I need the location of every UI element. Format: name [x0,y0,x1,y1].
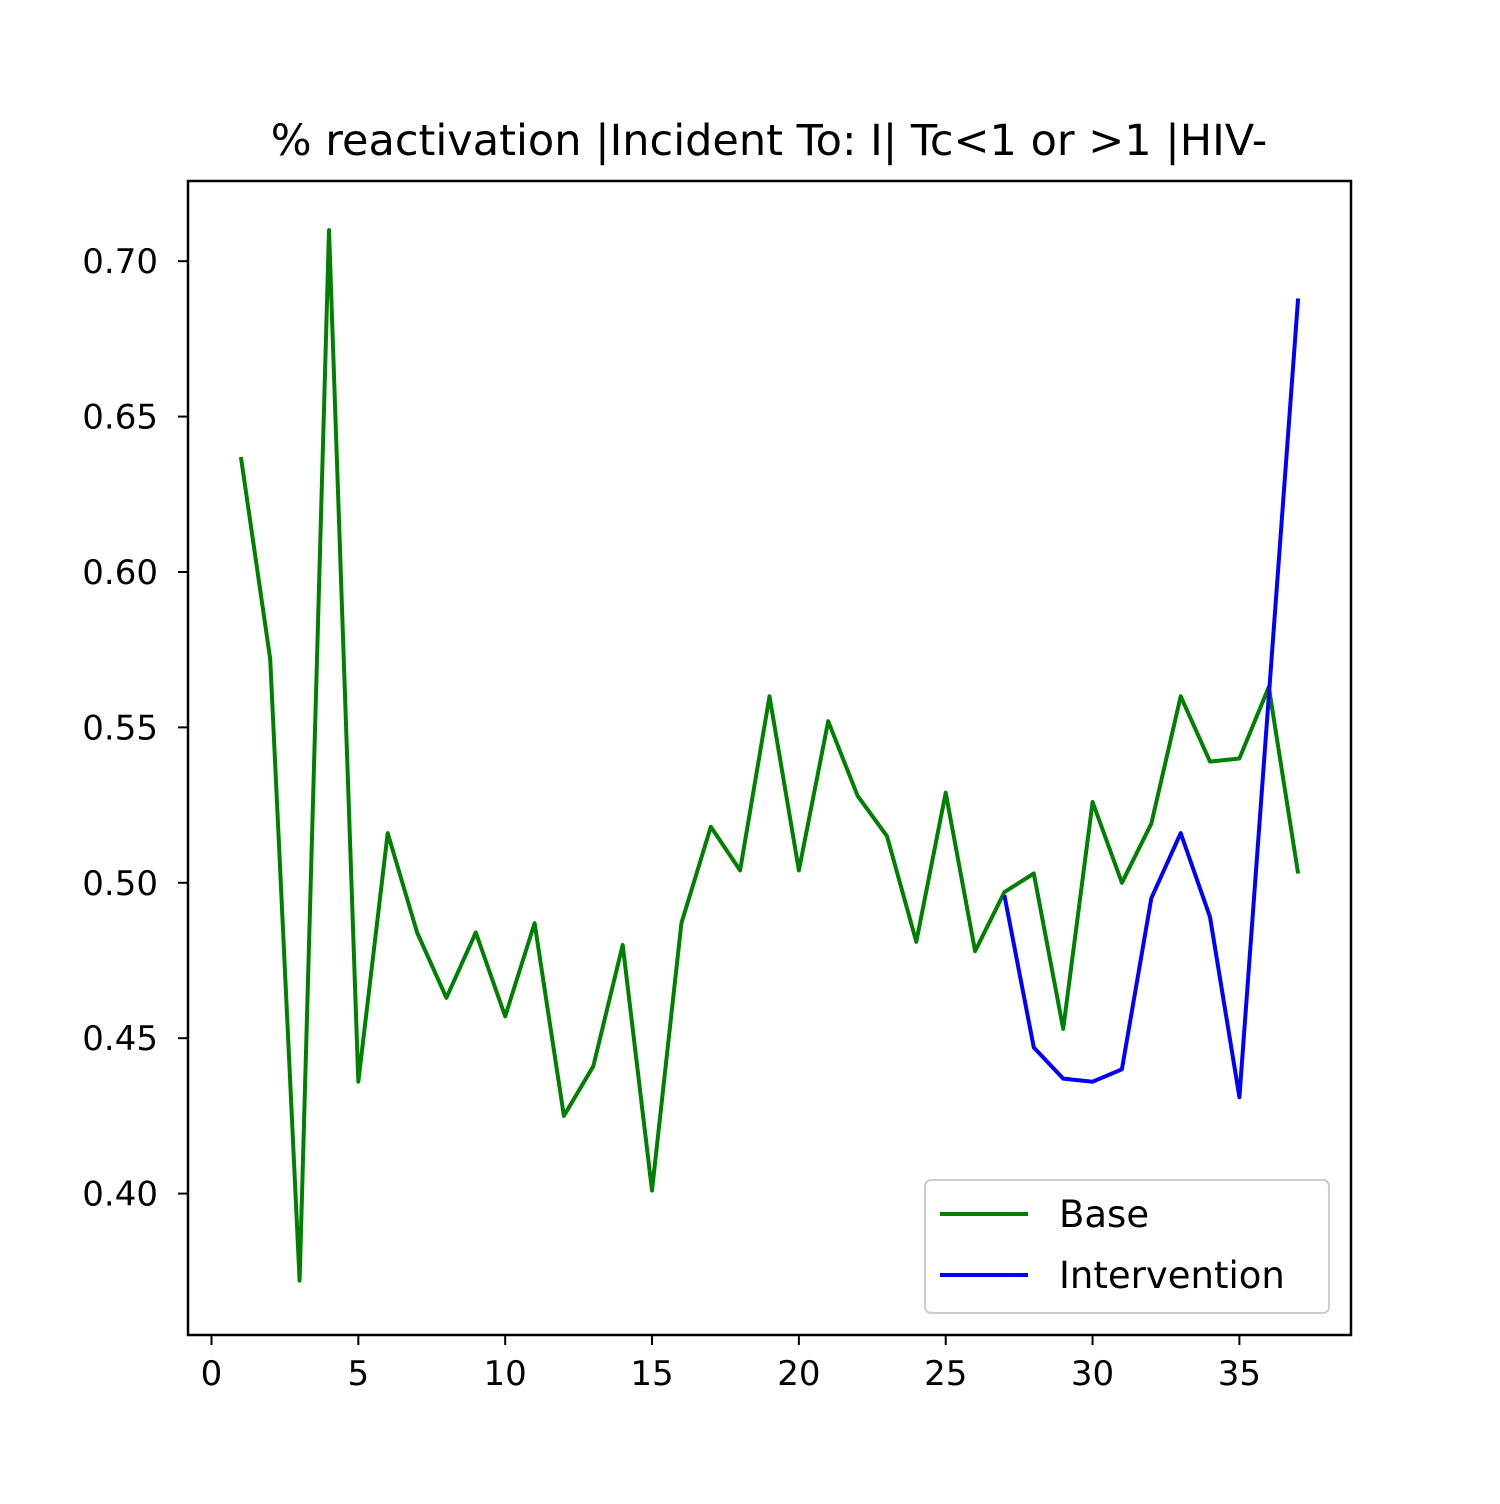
x-tick-label: 10 [484,1354,527,1394]
x-tick-label: 35 [1218,1354,1261,1394]
y-tick-label: 0.55 [82,708,158,748]
legend: Base Intervention [924,1179,1330,1314]
y-tick-label: 0.40 [82,1175,158,1215]
x-tick-label: 15 [630,1354,673,1394]
series-line-intervention [1002,298,1301,1100]
y-tick-label: 0.45 [82,1019,158,1059]
y-tick-label: 0.60 [82,553,158,593]
legend-label-intervention: Intervention [1059,1254,1285,1297]
plot-frame [186,179,1353,1337]
x-tick-label: 0 [201,1354,223,1394]
y-tick-label: 0.50 [82,864,158,904]
x-tick-label: 30 [1071,1354,1114,1394]
legend-label-base: Base [1059,1193,1149,1236]
x-tick-label: 25 [924,1354,967,1394]
y-axis: 0.40 0.45 0.50 0.55 0.60 0.65 0.70 [82,242,188,1215]
x-axis: 0 5 10 15 20 25 30 35 [201,1335,1261,1394]
chart-title: % reactivation |Incident To: I| Tc<1 or … [271,116,1267,166]
x-tick-label: 5 [348,1354,370,1394]
x-tick-label: 20 [777,1354,820,1394]
series-line-base [238,228,1301,1283]
y-tick-label: 0.65 [82,398,158,438]
plot-area [238,228,1301,1283]
y-tick-label: 0.70 [82,242,158,282]
